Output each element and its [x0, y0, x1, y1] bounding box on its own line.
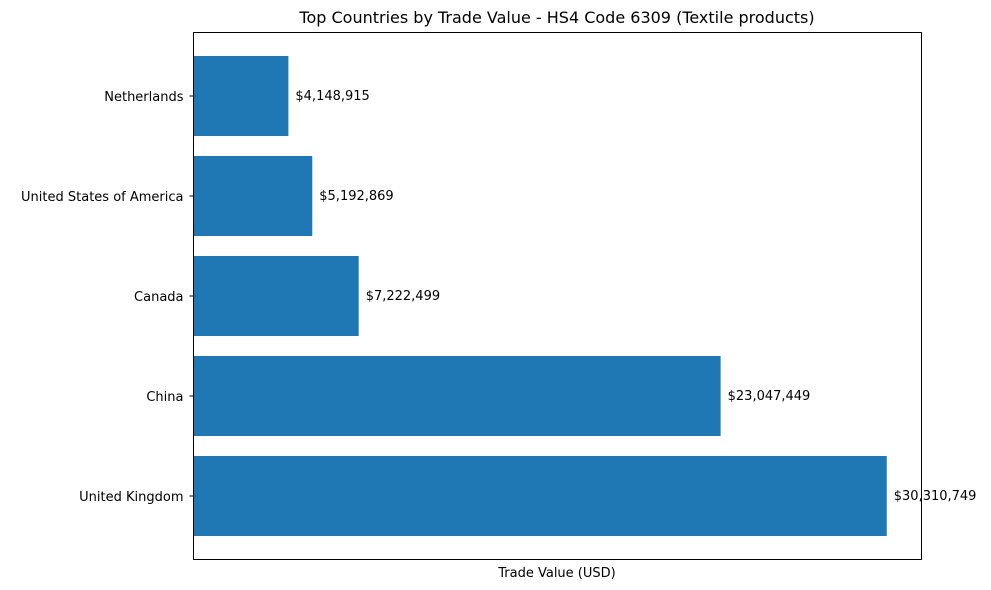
data-label: $5,192,869: [319, 189, 393, 204]
y-tick-label: China: [146, 390, 183, 405]
data-label: $4,148,915: [295, 89, 369, 104]
bar-canada: [193, 256, 359, 336]
y-ticks: [189, 95, 194, 497]
bar-united-kingdom: [193, 456, 887, 536]
data-labels: $4,148,915 $5,192,869 $7,222,499 $23,047,44…: [295, 89, 976, 504]
data-label: $7,222,499: [366, 289, 440, 304]
chart-title: Top Countries by Trade Value - HS4 Code …: [298, 8, 814, 27]
y-tick-labels: Netherlands United States of America Canad…: [21, 90, 184, 505]
plot-frame: [193, 32, 922, 560]
bar-united-states-of-america: [193, 156, 313, 236]
y-tick-label: United States of America: [21, 190, 183, 205]
bars-group: [193, 56, 887, 536]
bar-china: [193, 356, 721, 436]
x-axis-label: Trade Value (USD): [497, 566, 615, 581]
y-tick-label: Canada: [134, 290, 183, 305]
data-label: $23,047,449: [728, 389, 811, 404]
bar-netherlands: [193, 56, 289, 136]
data-label: $30,310,749: [894, 489, 977, 504]
y-tick-label: Netherlands: [104, 90, 183, 105]
y-tick-label: United Kingdom: [79, 490, 183, 505]
